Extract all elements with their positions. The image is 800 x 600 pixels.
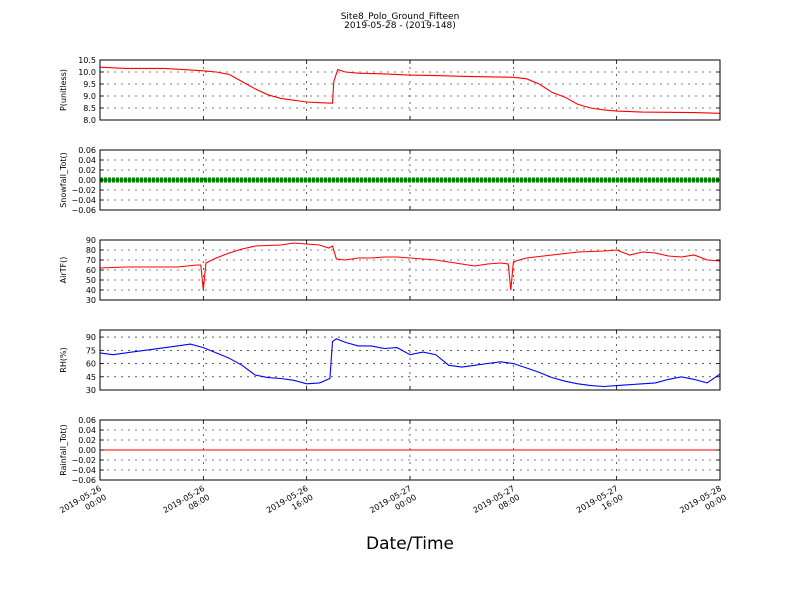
series-line <box>99 338 721 388</box>
panel-1: 8.0 8.5 9.0 9.5 10.0 10.5 P(unitless) <box>59 56 721 125</box>
y-tick-label: 9.0 <box>83 92 96 101</box>
y-tick-label: 0.02 <box>78 436 96 445</box>
y-tick-label: −0.02 <box>71 456 96 465</box>
y-tick-label: −0.04 <box>71 196 96 205</box>
x-tick-label: 2019-05-2700:00 <box>368 484 418 524</box>
y-tick-label: 60 <box>86 360 96 369</box>
y-tick-label: 10.5 <box>78 56 96 65</box>
x-tick-label: 2019-05-2708:00 <box>472 484 522 524</box>
y-tick-label: 30 <box>86 386 96 395</box>
y-tick-label: 40 <box>86 286 96 295</box>
panel-2: −0.06−0.04−0.020.000.020.040.06 Snowfall_… <box>59 146 721 215</box>
y-tick-label: 30 <box>86 296 96 305</box>
y-tick-label: 50 <box>86 276 96 285</box>
chart-subtitle: 2019-05-28 - (2019-148) <box>344 21 456 31</box>
y-tick-label: 0.00 <box>78 446 96 455</box>
y-tick-label: 0.04 <box>78 426 96 435</box>
y-tick-label: −0.06 <box>71 476 96 485</box>
x-tick-label: 2019-05-2716:00 <box>575 484 625 524</box>
y-tick-label: −0.02 <box>71 186 96 195</box>
y-tick-label: 0.02 <box>78 166 96 175</box>
y-axis-label: P(unitless) <box>59 69 68 111</box>
y-axis-label: Rainfall_Tot() <box>59 424 68 476</box>
y-tick-label: 90 <box>86 333 96 342</box>
y-tick-label: 70 <box>86 256 96 265</box>
y-tick-label: 45 <box>86 373 96 382</box>
x-axis-label: Date/Time <box>366 534 454 554</box>
series-line <box>99 242 721 291</box>
y-tick-label: 75 <box>86 346 96 355</box>
y-axis-label: RH(%) <box>59 347 68 372</box>
y-tick-label: 9.5 <box>83 80 96 89</box>
panel-4: 30 45 60 75 90 RH(%) <box>59 329 721 395</box>
y-tick-label: −0.04 <box>71 466 96 475</box>
x-tick-label: 2019-05-2800:00 <box>678 484 728 524</box>
y-tick-label: 90 <box>86 236 96 245</box>
y-axis-label: Snowfall_Tot() <box>59 152 68 208</box>
y-axis-label: AirTF() <box>59 257 68 284</box>
y-tick-label: 8.5 <box>83 104 96 113</box>
y-tick-label: 0.00 <box>78 176 96 185</box>
x-tick-label: 2019-05-2608:00 <box>162 484 212 524</box>
y-tick-label: 80 <box>86 246 96 255</box>
y-tick-label: 8.0 <box>83 116 96 125</box>
y-tick-label: 0.04 <box>78 156 96 165</box>
y-tick-label: 0.06 <box>78 416 96 425</box>
y-tick-label: 60 <box>86 266 96 275</box>
x-tick-label: 2019-05-2616:00 <box>265 484 315 524</box>
x-tick-label: 2019-05-2600:00 <box>58 484 108 524</box>
series-line <box>99 66 721 114</box>
y-tick-label: −0.06 <box>71 206 96 215</box>
panel-5: −0.06−0.04−0.020.000.020.040.06 Rainfall_… <box>59 416 721 485</box>
y-tick-label: 0.06 <box>78 146 96 155</box>
chart-title: Site8_Polo_Ground_Fifteen <box>340 12 460 22</box>
y-tick-label: 10.0 <box>78 68 96 77</box>
